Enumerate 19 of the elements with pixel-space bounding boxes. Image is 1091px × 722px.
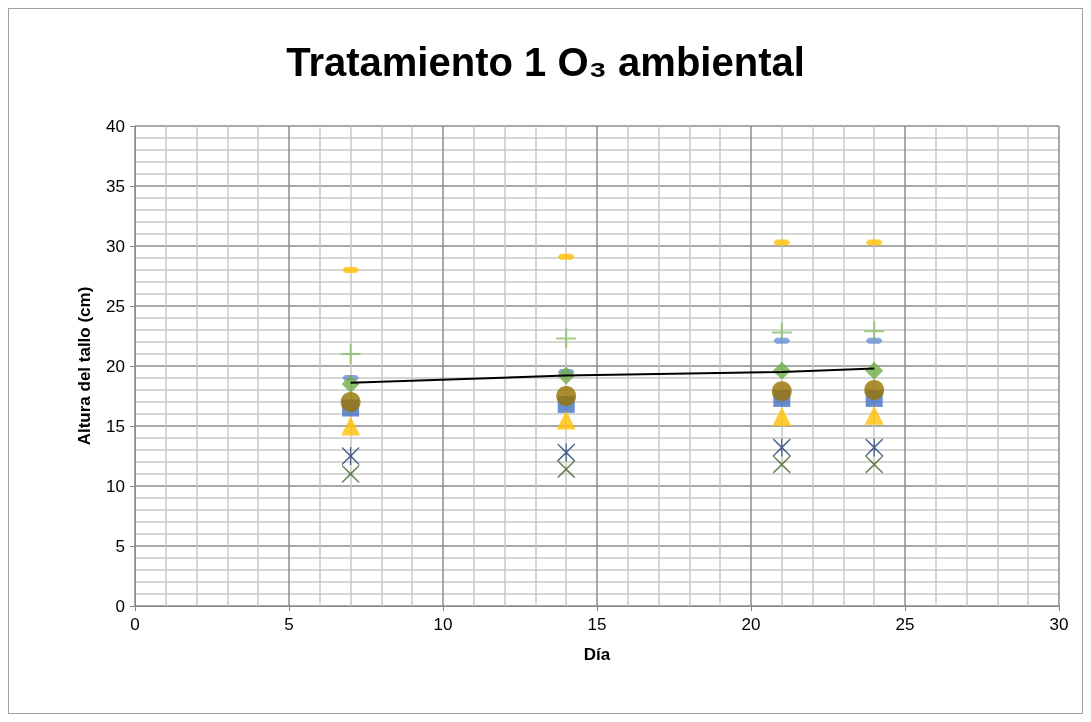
y-tick-label: 0	[115, 596, 125, 616]
y-tick-label: 5	[115, 536, 125, 556]
y-tick-label: 25	[106, 296, 125, 316]
y-tick-label: 40	[106, 116, 125, 136]
x-tick-label: 15	[587, 615, 607, 634]
chart-title: Tratamiento 1 O₃ ambiental	[286, 40, 805, 84]
x-tick-label: 10	[433, 615, 453, 634]
y-tick-label: 10	[106, 476, 125, 496]
y-tick-label: 35	[106, 176, 125, 196]
x-axis-title: Día	[583, 645, 611, 664]
x-tick-label: 5	[284, 615, 294, 634]
x-tick-label: 20	[741, 615, 761, 634]
x-tick-label: 0	[130, 615, 140, 634]
y-tick-label: 15	[106, 416, 125, 436]
y-tick-label: 30	[106, 236, 125, 256]
y-axis-title: Altura del tallo (cm)	[75, 286, 94, 446]
x-tick-label: 30	[1049, 615, 1069, 634]
x-tick-label: 25	[895, 615, 915, 634]
y-tick-label: 20	[106, 356, 125, 376]
